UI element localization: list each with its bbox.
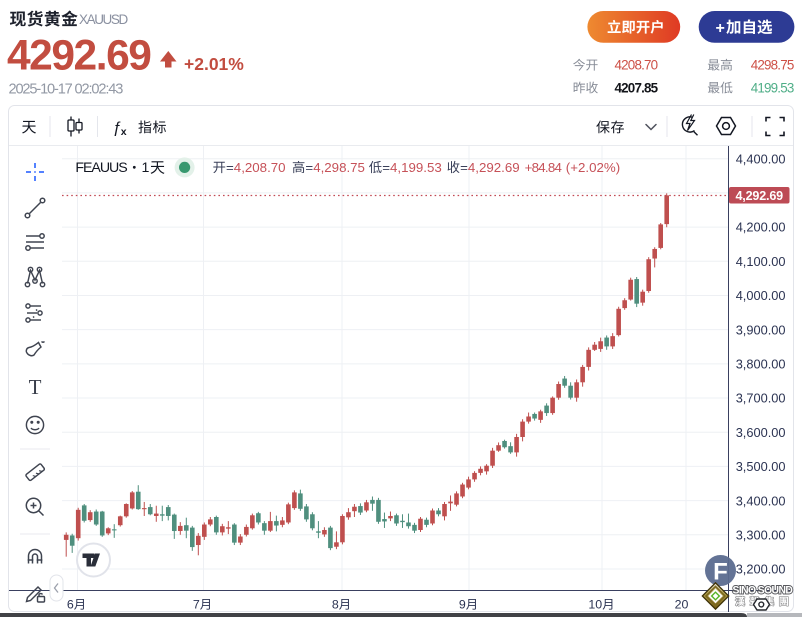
svg-text:(+2.02%): (+2.02%) bbox=[566, 160, 620, 175]
svg-text:+84.84: +84.84 bbox=[525, 160, 562, 175]
svg-text:3,500.00: 3,500.00 bbox=[736, 459, 786, 474]
svg-text:=: = bbox=[305, 160, 313, 175]
svg-text:F: F bbox=[713, 558, 728, 585]
svg-text:7: 7 bbox=[193, 598, 200, 612]
svg-text:4207.85: 4207.85 bbox=[615, 80, 659, 95]
svg-text:T: T bbox=[29, 375, 42, 399]
svg-text:SINO SOUND: SINO SOUND bbox=[733, 584, 794, 596]
svg-text:4199.53: 4199.53 bbox=[751, 80, 794, 95]
svg-text:4,100.00: 4,100.00 bbox=[736, 254, 786, 269]
svg-text:3,600.00: 3,600.00 bbox=[736, 425, 786, 440]
svg-text:4,199.53: 4,199.53 bbox=[390, 160, 442, 175]
svg-text:FEAUUS: FEAUUS bbox=[75, 160, 127, 176]
svg-text:=: = bbox=[226, 160, 234, 175]
svg-text:ƒ: ƒ bbox=[113, 119, 122, 136]
svg-text:XAUUSD: XAUUSD bbox=[79, 12, 129, 27]
svg-text:3,200.00: 3,200.00 bbox=[736, 562, 786, 577]
svg-text:6: 6 bbox=[67, 598, 74, 612]
svg-text:x: x bbox=[121, 126, 127, 138]
svg-text:9: 9 bbox=[459, 598, 466, 612]
svg-text:4,200.00: 4,200.00 bbox=[736, 220, 786, 235]
svg-text:3,700.00: 3,700.00 bbox=[736, 391, 786, 406]
svg-text:4,400.00: 4,400.00 bbox=[736, 151, 786, 166]
svg-text:4,292.69: 4,292.69 bbox=[736, 189, 784, 203]
svg-text:4,298.75: 4,298.75 bbox=[313, 160, 365, 175]
svg-text:4208.70: 4208.70 bbox=[615, 58, 658, 73]
svg-text:4,292.69: 4,292.69 bbox=[468, 160, 520, 175]
svg-text:8: 8 bbox=[332, 598, 339, 612]
svg-text:=: = bbox=[460, 160, 468, 175]
svg-text:4298.75: 4298.75 bbox=[751, 58, 794, 73]
svg-text:20: 20 bbox=[675, 598, 689, 612]
svg-text:3,900.00: 3,900.00 bbox=[736, 322, 786, 337]
svg-text:2025-10-17 02:02:43: 2025-10-17 02:02:43 bbox=[9, 81, 124, 97]
svg-text:4292.69: 4292.69 bbox=[7, 33, 151, 80]
svg-text:4,000.00: 4,000.00 bbox=[736, 288, 786, 303]
svg-text:1: 1 bbox=[142, 160, 150, 176]
svg-text:3,800.00: 3,800.00 bbox=[736, 357, 786, 372]
svg-text:3,400.00: 3,400.00 bbox=[736, 493, 786, 508]
svg-text:+2.01%: +2.01% bbox=[184, 54, 244, 74]
svg-text:10: 10 bbox=[588, 598, 602, 612]
svg-text:=: = bbox=[382, 160, 390, 175]
svg-text:3,300.00: 3,300.00 bbox=[736, 527, 786, 542]
svg-text:4,208.70: 4,208.70 bbox=[234, 160, 286, 175]
svg-text:+: + bbox=[716, 20, 725, 37]
